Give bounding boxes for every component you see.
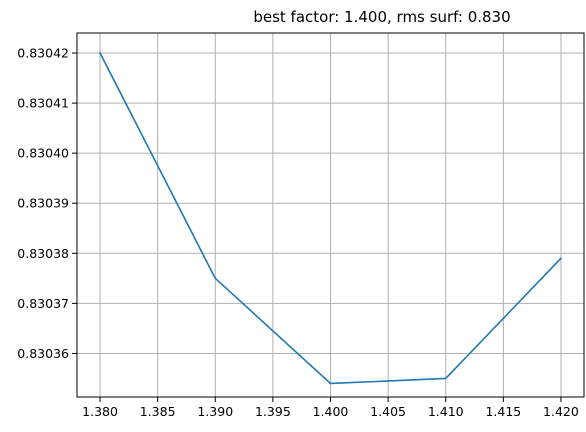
y-tick-label: 0.83040 [17,146,69,161]
x-axis: 1.380 1.385 1.390 1.395 1.400 1.405 1.410 1.415… [82,397,579,419]
y-tick-label: 0.83038 [17,246,69,261]
x-tick-label: 1.410 [428,404,464,419]
chart-title: best factor: 1.400, rms surf: 0.830 [253,8,510,26]
x-tick-label: 1.400 [313,404,349,419]
x-tick-label: 1.395 [255,404,291,419]
x-tick-label: 1.415 [485,404,521,419]
x-tick-label: 1.405 [370,404,406,419]
x-tick-label: 1.390 [197,404,233,419]
y-axis: 0.83036 0.83037 0.83038 0.83039 0.83040 0.830… [17,46,77,361]
x-tick-label: 1.385 [140,404,176,419]
series-layer [99,52,562,385]
y-tick-label: 0.83037 [17,296,69,311]
y-tick-label: 0.83036 [17,346,69,361]
y-tick-label: 0.83042 [17,46,69,61]
x-tick-label: 1.420 [543,404,579,419]
grid [77,33,584,397]
x-tick-label: 1.380 [82,404,118,419]
y-tick-label: 0.83039 [17,196,69,211]
y-tick-label: 0.83041 [17,96,69,111]
series-line [99,52,562,385]
